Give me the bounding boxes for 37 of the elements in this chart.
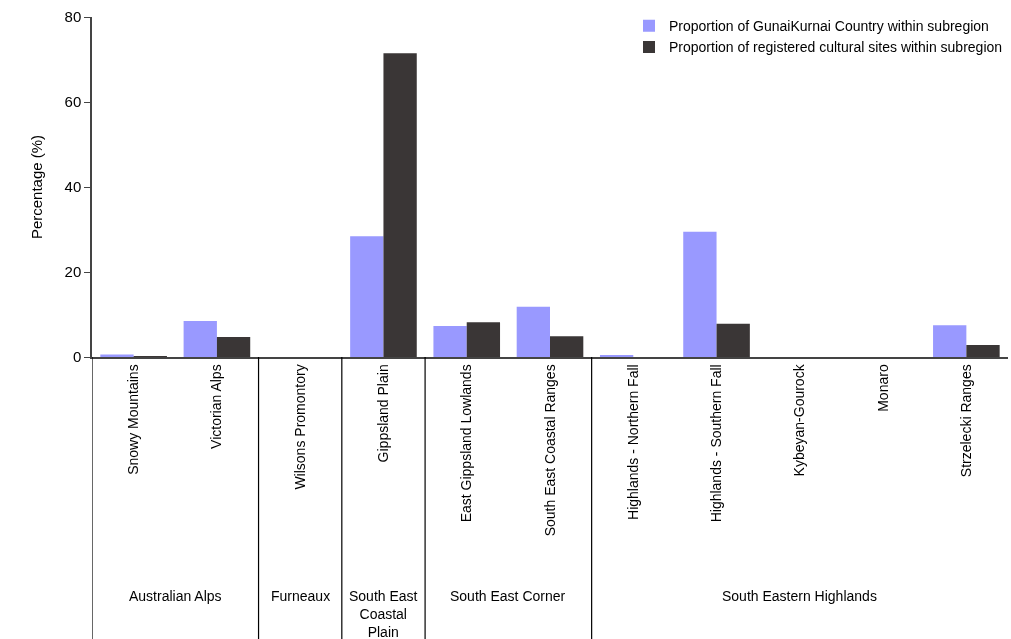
text: Australian Alps [129,588,222,604]
x-tick-label: Highlands - Northern Fall [624,364,641,520]
bar [516,306,550,357]
x-tick-label: Monaro [874,364,891,412]
text: South East Coastal Plain [349,588,418,639]
x-tick-label: East Gippsland Lowlands [458,364,475,523]
x-tick-label: Kybeyan-Gourock [791,363,808,477]
y-axis-title: Percentage (%) [28,134,46,240]
y-tick-label: 80 [64,8,82,26]
y-tick-label: 60 [64,93,82,111]
bar [216,337,251,357]
text: South East Corner [450,588,566,604]
bar [716,323,750,357]
x-tick-label: Gippsland Plain [375,364,391,463]
bar [383,53,417,357]
legend-label: Proportion of registered cultural sites within subregion [669,39,1003,56]
bar [683,231,717,357]
bar [350,236,384,357]
text: Furneaux [271,588,331,604]
bar [550,336,584,357]
x-tick-label: Wilsons Promontory [291,364,308,490]
bar [183,320,217,357]
bar [966,345,1000,357]
bar [466,322,501,357]
x-tick-label: Strzelecki Ranges [957,364,974,478]
y-tick-label: 40 [64,178,82,196]
y-tick-label: 0 [72,348,82,366]
bar [433,325,467,357]
x-tick-label: Victorian Alps [208,364,225,449]
bar [100,354,134,357]
legend-label: Proportion of GunaiKurnai Country within subregion [669,18,989,35]
x-tick-label: South East Coastal Ranges [541,364,558,537]
text: South Eastern Highlands [722,588,877,604]
bar [933,325,967,357]
x-tick-label: Highlands - Southern Fall [708,364,725,523]
y-tick-label: 20 [64,263,82,281]
x-tick-label: Snowy Mountains [125,364,142,475]
